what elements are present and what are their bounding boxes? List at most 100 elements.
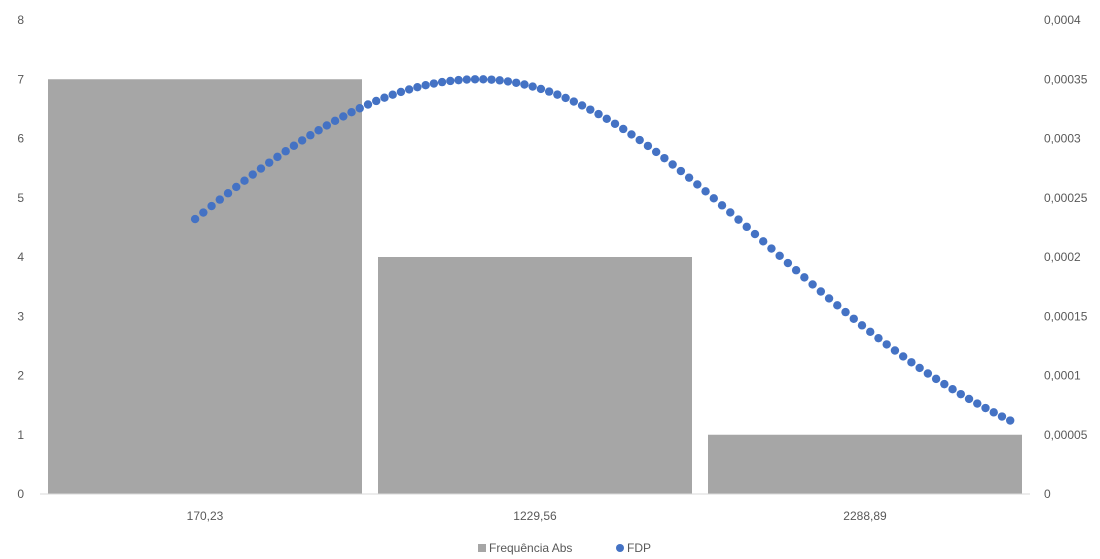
left-axis-tick-label: 5 — [17, 191, 24, 205]
fdp-point — [462, 75, 471, 84]
fdp-point — [503, 77, 513, 86]
right-axis-tick-label: 0,0004 — [1044, 13, 1081, 27]
fdp-point — [594, 109, 603, 119]
fdp-point — [404, 85, 414, 94]
left-axis-tick-label: 8 — [17, 13, 24, 27]
fdp-point — [693, 180, 702, 189]
left-axis-tick-label: 3 — [17, 309, 24, 323]
right-axis-tick-label: 0,0002 — [1044, 250, 1081, 264]
bar-series — [48, 79, 1022, 494]
fdp-point — [800, 273, 809, 282]
fdp-point — [512, 78, 521, 87]
fdp-point — [791, 266, 801, 275]
legend-label-frequencia: Frequência Abs — [489, 541, 572, 555]
fdp-point — [553, 90, 562, 99]
fdp-point — [479, 75, 488, 84]
fdp-point — [759, 237, 768, 246]
fdp-point — [750, 229, 760, 239]
fdp-point — [240, 176, 249, 185]
fdp-point — [190, 214, 200, 224]
right-axis-tick-label: 0,0003 — [1044, 132, 1081, 146]
fdp-point — [396, 87, 406, 97]
fdp-point — [619, 124, 628, 134]
fdp-point — [248, 170, 257, 179]
fdp-point — [569, 97, 579, 106]
left-axis-tick-label: 1 — [17, 428, 24, 442]
fdp-point — [808, 280, 817, 289]
fdp-point — [429, 79, 439, 88]
fdp-point — [742, 222, 751, 232]
fdp-point — [289, 141, 299, 150]
fdp-point — [421, 81, 430, 90]
fdp-point — [339, 112, 348, 121]
fdp-point — [495, 76, 504, 85]
fdp-point — [281, 147, 290, 156]
fdp-point — [717, 201, 727, 210]
bar — [378, 257, 692, 494]
legend: Frequência Abs FDP — [478, 541, 651, 555]
fdp-point — [487, 75, 496, 84]
fdp-point — [849, 314, 858, 323]
fdp-point — [833, 301, 842, 310]
fdp-series — [190, 75, 1015, 425]
fdp-point — [783, 258, 793, 268]
fdp-point — [964, 394, 974, 404]
fdp-point — [330, 116, 340, 126]
fdp-point — [915, 363, 924, 373]
fdp-point — [643, 141, 653, 151]
fdp-point — [882, 340, 891, 349]
left-axis-tick-label: 0 — [17, 487, 24, 501]
fdp-point — [989, 408, 998, 417]
fdp-point — [520, 80, 529, 89]
fdp-point — [676, 166, 686, 176]
fdp-point — [265, 158, 274, 167]
fdp-point — [388, 90, 397, 99]
fdp-point — [660, 153, 669, 163]
fdp-point — [866, 327, 875, 337]
fdp-point — [446, 76, 455, 86]
fdp-point — [314, 126, 323, 135]
fdp-point — [668, 160, 677, 169]
right-axis-tick-label: 0,00015 — [1044, 309, 1088, 323]
fdp-point — [363, 100, 373, 109]
fdp-point — [701, 187, 710, 196]
fdp-point — [602, 114, 611, 124]
x-axis-tick-label: 1229,56 — [513, 509, 557, 523]
fdp-point — [544, 87, 554, 96]
fdp-point — [956, 389, 965, 399]
left-axis-tick-label: 4 — [17, 250, 24, 264]
bar — [48, 79, 362, 494]
fdp-point — [907, 358, 916, 367]
x-axis-ticks: 170,23 1229,56 2288,89 — [187, 509, 887, 523]
fdp-point — [775, 251, 784, 261]
fdp-point — [997, 412, 1007, 421]
fdp-point — [536, 84, 546, 94]
fdp-point — [306, 131, 315, 140]
fdp-point — [857, 321, 867, 330]
fdp-point — [627, 130, 636, 139]
fdp-point — [372, 96, 381, 106]
fdp-point — [232, 182, 241, 192]
legend-swatch-frequencia — [478, 544, 486, 552]
fdp-point — [561, 93, 570, 103]
fdp-point — [297, 136, 307, 145]
right-axis-tick-label: 0 — [1044, 487, 1051, 501]
fdp-point — [841, 307, 850, 317]
fdp-point — [470, 75, 480, 84]
right-axis-tick-label: 0,00025 — [1044, 191, 1088, 205]
fdp-point — [586, 105, 595, 114]
fdp-point — [1006, 416, 1015, 425]
fdp-point — [923, 369, 933, 378]
fdp-point — [940, 379, 949, 389]
fdp-point — [215, 195, 224, 204]
fdp-point — [199, 208, 208, 217]
right-axis-tick-label: 0,00035 — [1044, 72, 1088, 86]
fdp-point — [734, 215, 743, 224]
fdp-point — [610, 119, 620, 128]
left-axis-tick-label: 6 — [17, 132, 24, 146]
legend-label-fdp: FDP — [627, 541, 651, 555]
x-axis-tick-label: 170,23 — [187, 509, 224, 523]
fdp-point — [355, 104, 364, 113]
fdp-point — [635, 135, 644, 145]
legend-swatch-fdp — [616, 544, 624, 552]
